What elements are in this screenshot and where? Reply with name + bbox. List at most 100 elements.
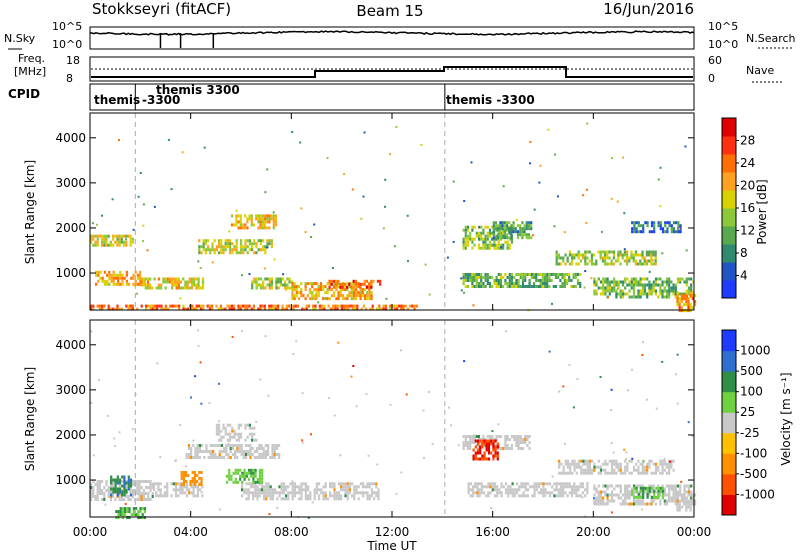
power-scatter-point — [616, 287, 619, 290]
velocity-cell-8 — [657, 468, 660, 472]
power-cell-5 — [268, 286, 271, 290]
velocity-cell-7 — [500, 485, 503, 489]
velocity-cell-9 — [685, 502, 688, 506]
velocity-cell-8 — [624, 459, 627, 463]
velocity-cell-3 — [231, 429, 234, 433]
power-cell-5 — [284, 283, 287, 287]
power-cell-1 — [134, 270, 137, 274]
freq-right-tick-low: 0 — [708, 72, 715, 85]
velocity-cell-5 — [524, 435, 527, 438]
velocity-cell-7 — [511, 482, 514, 486]
velocity-cell-5 — [521, 438, 525, 441]
velocity-cell-8 — [575, 471, 578, 475]
power-cell-11 — [462, 279, 465, 282]
velocity-cell-9 — [595, 499, 598, 503]
velocity-cell-8 — [668, 462, 671, 466]
power-cell-5 — [268, 277, 271, 281]
power-cell-8 — [160, 307, 163, 311]
velocity-cell-2 — [234, 453, 237, 456]
power-cell-6 — [359, 294, 362, 298]
velocity-cell-9 — [606, 484, 609, 488]
velocity-colorbar-swatch — [722, 494, 736, 516]
power-cell-2 — [179, 286, 183, 290]
velocity-cell-9 — [602, 499, 605, 503]
power-scatter-point — [463, 291, 465, 294]
power-cell-13 — [681, 277, 684, 281]
velocity-cell-4 — [241, 485, 244, 489]
power-cell-3 — [222, 251, 225, 255]
velocity-cell-4 — [263, 485, 266, 489]
power-cell-11 — [497, 282, 500, 285]
velocity-cell-9 — [668, 484, 671, 488]
velocity-cell-2 — [249, 453, 252, 456]
power-cell-2 — [190, 277, 194, 281]
power-cell-6 — [300, 291, 303, 295]
power-cell-8 — [186, 307, 189, 311]
power-cell-6 — [355, 297, 358, 301]
power-cell-8 — [404, 304, 407, 308]
velocity-cell-3 — [253, 438, 256, 442]
power-cell-3 — [202, 248, 205, 252]
power-cell-11 — [574, 273, 577, 276]
power-scatter-point — [211, 261, 214, 264]
power-cell-11 — [541, 279, 544, 282]
velocity-cell-4 — [335, 497, 338, 501]
power-cell-4 — [235, 220, 238, 224]
power-cell-15 — [650, 221, 654, 225]
velocity-cell-8 — [582, 459, 585, 463]
power-cell-8 — [252, 307, 255, 311]
power-scatter-point — [385, 297, 388, 300]
velocity-cell-4 — [291, 497, 294, 501]
power-cell-12 — [641, 253, 644, 257]
velocity-cell-2 — [275, 444, 278, 447]
velocity-cell-4 — [289, 482, 292, 486]
velocity-cell-6 — [483, 451, 486, 455]
velocity-cell-2 — [242, 450, 245, 453]
freq-left-tick-low: 8 — [66, 72, 73, 85]
velocity-cell-9 — [683, 487, 686, 491]
velocity-cell-1 — [185, 488, 189, 492]
power-cell-13 — [668, 280, 671, 284]
power-cell-8 — [334, 307, 337, 311]
power-scatter-point — [111, 198, 114, 201]
velocity-scatter-point — [423, 457, 425, 459]
velocity-scatter-point — [568, 364, 571, 367]
velocity-cell-4 — [335, 491, 338, 495]
power-cell-14 — [685, 303, 688, 307]
power-cell-15 — [679, 227, 682, 231]
velocity-cell-3 — [253, 426, 256, 430]
power-cell-10 — [510, 224, 513, 228]
velocity-cell-7 — [568, 482, 571, 486]
power-cell-13 — [646, 283, 649, 287]
velocity-cell-7 — [526, 494, 530, 498]
velocity-cell-8 — [665, 462, 669, 466]
velocity-cell-2 — [262, 450, 265, 453]
velocity-cell-4 — [348, 488, 351, 492]
power-cell-11 — [574, 276, 577, 279]
power-cell-11 — [572, 285, 575, 288]
power-scatter-point — [585, 222, 588, 224]
power-cell-3 — [242, 248, 245, 252]
velocity-cell-7 — [579, 485, 582, 489]
velocity-cell-14 — [110, 481, 113, 485]
power-cell-13 — [604, 280, 607, 284]
velocity-cell-0 — [96, 486, 99, 489]
velocity-cell-3 — [246, 435, 249, 439]
power-cell-12 — [568, 253, 571, 257]
velocity-cell-8 — [663, 462, 666, 466]
velocity-cell-8 — [569, 462, 572, 466]
velocity-cell-2 — [273, 453, 276, 456]
power-cell-9 — [464, 246, 467, 250]
velocity-cell-4 — [333, 482, 336, 486]
power-cell-6 — [313, 282, 316, 286]
power-cell-3 — [251, 245, 254, 249]
velocity-cell-2 — [249, 444, 252, 447]
velocity-cell-7 — [535, 485, 538, 489]
power-cell-14 — [683, 297, 686, 301]
velocity-cell-4 — [249, 482, 252, 486]
velocity-cell-0 — [96, 498, 99, 501]
power-cell-15 — [668, 221, 671, 225]
velocity-cell-9 — [637, 499, 640, 503]
power-cell-13 — [652, 289, 655, 293]
power-cell-12 — [641, 262, 644, 266]
